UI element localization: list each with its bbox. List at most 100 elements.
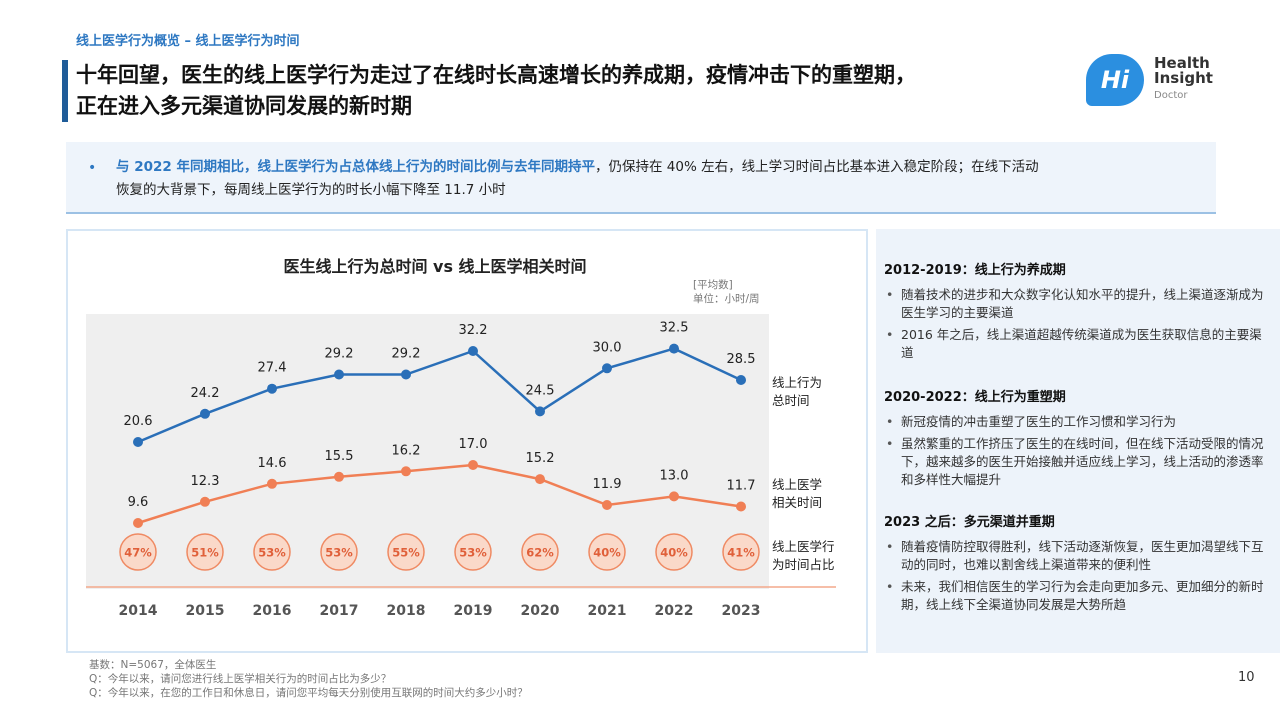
data-label: 24.5: [526, 383, 555, 398]
data-point: [401, 466, 411, 477]
data-label: 20.6: [124, 414, 153, 429]
title-accent-bar: [62, 60, 68, 122]
sidebar-section-3: 2023 之后：多元渠道并重期 随着疫情防控取得胜利，线下活动逐渐恢复，医生更加…: [884, 511, 1266, 618]
ratio-circle: [320, 533, 358, 571]
ratio-circle: [521, 533, 559, 571]
footnote-base: 基数：N=5067，全体医生: [89, 659, 217, 671]
page-number: 10: [1238, 670, 1255, 685]
unit-note: 单位：小时/周: [693, 292, 760, 305]
ratio-circle: [722, 533, 760, 571]
sidebar-heading: 2012-2019：线上行为养成期: [884, 263, 1066, 278]
data-point: [736, 375, 746, 385]
x-tick-label: 2014: [119, 603, 158, 619]
health-insight-logo: Hi Health Insight Doctor: [1086, 54, 1276, 108]
ratio-circle: [454, 533, 492, 571]
x-tick-label: 2022: [655, 603, 694, 619]
data-label: 9.6: [128, 495, 149, 510]
footnote-q2: Q：今年以来，在您的工作日和休息日，请问您平均每天分别使用互联网的时间大约多少小…: [89, 687, 528, 699]
period-sidebar: 2012-2019：线上行为养成期 随着技术的进步和大众数字化认知水平的提升，线…: [876, 229, 1280, 653]
ratio-label: 53%: [325, 546, 353, 560]
data-label: 30.0: [593, 340, 622, 355]
data-label: 15.2: [526, 451, 555, 466]
chart-panel: 医生线上行为总时间 vs 线上医学相关时间 [平均数] 单位：小时/周 20.6 24.…: [66, 229, 868, 653]
ratio-label: 62%: [526, 546, 554, 560]
data-label: 32.5: [660, 321, 689, 336]
data-label: 28.5: [727, 352, 756, 367]
line-chart: 医生线上行为总时间 vs 线上医学相关时间 [平均数]单位：小时/周 20.6 24.…: [86, 257, 836, 619]
summary-rest: ，仍保持在 40% 左右，线上学习时间占比基本进入稳定阶段；在线下活动: [594, 159, 1039, 175]
data-point: [133, 437, 143, 447]
series-line-1: [137, 347, 742, 444]
ratio-circle: [186, 533, 224, 571]
ratio-circle: [387, 533, 425, 571]
data-point: [669, 491, 679, 502]
logo-mark: Hi: [1086, 54, 1144, 106]
sidebar-item: 未来，我们相信医生的学习行为会走向更加多元、更加细分的新时期，线上线下全渠道协同…: [884, 578, 1266, 614]
data-point: [535, 474, 545, 485]
data-point: [334, 471, 344, 482]
sidebar-item: 虽然繁重的工作挤压了医生的在线时间，但在线下活动受限的情况下，越来越多的医生开始…: [884, 435, 1266, 489]
data-label: 29.2: [325, 347, 354, 362]
data-label: 32.2: [459, 323, 488, 338]
ratio-label: 40%: [593, 546, 621, 560]
summary-box: • 与 2022 年同期相比，线上医学行为占总体线上行为的时间比例与去年同期持平…: [66, 142, 1216, 214]
ratio-label: 47%: [124, 546, 152, 560]
data-label: 16.2: [392, 443, 421, 458]
series-label: 总时间: [772, 393, 810, 408]
logo-line-1: Health: [1154, 54, 1210, 72]
data-point: [736, 501, 746, 512]
ratio-label: 55%: [392, 546, 420, 560]
breadcrumb: 线上医学行为概览 – 线上医学行为时间: [76, 34, 300, 49]
ratio-circle: [253, 533, 291, 571]
data-point: [468, 460, 478, 470]
sidebar-section-2: 2020-2022：线上行为重塑期 新冠疫情的冲击重塑了医生的工作习惯和学习行为…: [884, 386, 1266, 493]
sidebar-heading: 2023 之后：多元渠道并重期: [884, 515, 1055, 530]
data-label: 29.2: [392, 347, 421, 362]
data-point: [535, 406, 545, 417]
data-point: [669, 343, 679, 354]
sidebar-item: 2016 年之后，线上渠道超越传统渠道成为医生获取信息的主要渠道: [884, 326, 1266, 362]
series-label: 线上行为: [772, 375, 822, 390]
data-point: [602, 363, 612, 374]
data-label: 11.9: [593, 477, 622, 492]
data-point: [133, 518, 143, 528]
ratio-circle: [588, 533, 626, 571]
data-label: 11.7: [727, 479, 756, 494]
logo-line-3: Doctor: [1154, 90, 1188, 101]
data-label: 12.3: [191, 474, 220, 489]
footnote-q1: Q：今年以来，请问您进行线上医学相关行为的时间占比为多少？: [89, 673, 392, 685]
x-tick-label: 2018: [387, 603, 426, 619]
data-label: 13.0: [660, 468, 689, 483]
x-tick-label: 2017: [320, 603, 359, 619]
unit-note: [平均数]: [693, 278, 733, 291]
data-point: [200, 408, 210, 419]
x-tick-label: 2019: [454, 603, 493, 619]
summary-text: 与 2022 年同期相比，线上医学行为占总体线上行为的时间比例与去年同期持平，仍…: [116, 156, 1206, 202]
footnotes: 基数：N=5067，全体医生 Q：今年以来，请问您进行线上医学相关行为的时间占比…: [89, 658, 528, 700]
ratio-series-label: 为时间占比: [772, 557, 835, 572]
sidebar-item: 随着技术的进步和大众数字化认知水平的提升，线上渠道逐渐成为医生学习的主要渠道: [884, 286, 1266, 322]
series-label: 相关时间: [772, 495, 822, 510]
ratio-label: 40%: [660, 546, 688, 560]
data-point: [200, 496, 210, 507]
ratio-label: 51%: [191, 546, 219, 560]
data-point: [334, 369, 344, 380]
data-label: 27.4: [258, 361, 287, 376]
sidebar-heading: 2020-2022：线上行为重塑期: [884, 390, 1066, 405]
ratio-circle: [119, 533, 157, 571]
summary-bullet: •: [88, 160, 97, 176]
summary-line-2: 恢复的大背景下，每周线上医学行为的时长小幅下降至 11.7 小时: [116, 182, 506, 198]
x-tick-label: 2016: [253, 603, 292, 619]
logo-text: Health Insight: [1154, 56, 1213, 86]
data-point: [602, 500, 612, 510]
logo-line-2: Insight: [1154, 69, 1213, 87]
data-label: 17.0: [459, 437, 488, 452]
x-tick-label: 2015: [186, 603, 225, 619]
ratio-label: 41%: [727, 546, 755, 560]
page-title-line-2: 正在进入多元渠道协同发展的新时期: [76, 94, 412, 118]
series-line-2: [137, 463, 742, 525]
ratio-label: 53%: [258, 546, 286, 560]
data-point: [401, 369, 411, 380]
sidebar-item: 随着疫情防控取得胜利，线下活动逐渐恢复，医生更加渴望线下互动的同时，也难以割舍线…: [884, 538, 1266, 574]
page-title: 十年回望，医生的线上医学行为走过了在线时长高速增长的养成期，疫情冲击下的重塑期，…: [76, 60, 1076, 122]
